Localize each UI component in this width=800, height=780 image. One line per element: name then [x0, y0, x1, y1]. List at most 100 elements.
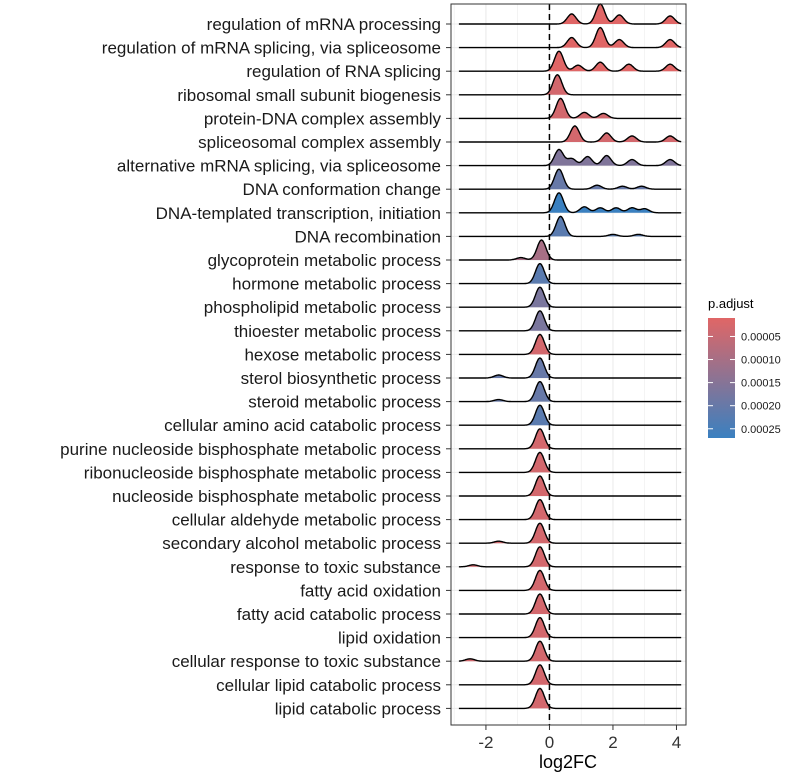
- category-label: hormone metabolic process: [232, 275, 441, 294]
- ridge-26: [458, 617, 682, 639]
- category-label: hexose metabolic process: [244, 345, 441, 364]
- ridge-7: [458, 168, 682, 190]
- category-label: alternative mRNA splicing, via spliceoso…: [117, 157, 441, 176]
- legend-colorbar: [708, 318, 735, 438]
- ridge-27: [458, 640, 682, 662]
- ridge-3: [458, 74, 682, 96]
- ridge-10: [458, 239, 682, 261]
- ridge-outline: [458, 381, 682, 403]
- category-label: purine nucleoside bisphosphate metabolic…: [60, 440, 441, 459]
- category-label: cellular amino acid catabolic process: [164, 416, 441, 435]
- category-label: glycoprotein metabolic process: [208, 251, 441, 270]
- ridge-21: [458, 499, 682, 521]
- category-label: cellular aldehyde metabolic process: [172, 511, 441, 530]
- ridge-outline: [458, 428, 682, 450]
- category-label: fatty acid catabolic process: [237, 605, 441, 624]
- category-label: ribosomal small subunit biogenesis: [177, 86, 441, 105]
- ridge-19: [458, 451, 682, 474]
- category-label: cellular lipid catabolic process: [216, 676, 441, 695]
- ridge-outline: [458, 168, 682, 190]
- ridge-22: [458, 522, 682, 544]
- ridge-29: [458, 687, 682, 710]
- category-label: lipid oxidation: [338, 629, 441, 648]
- category-label: spliceosomal complex assembly: [198, 133, 441, 152]
- ridge-23: [458, 546, 682, 568]
- category-label: cellular response to toxic substance: [172, 652, 441, 671]
- ridge-outline: [458, 569, 682, 592]
- legend-tick-label: 0.00005: [741, 331, 781, 343]
- category-labels: regulation of mRNA processing regulation …: [60, 15, 451, 718]
- category-label: sterol biosynthetic process: [241, 369, 441, 388]
- category-label: lipid catabolic process: [275, 699, 441, 718]
- ridge-4: [458, 97, 682, 120]
- category-label: secondary alcohol metabolic process: [162, 534, 441, 553]
- category-label: fatty acid oxidation: [300, 581, 441, 600]
- ridge-6: [458, 148, 682, 167]
- category-label: response to toxic substance: [230, 558, 441, 577]
- plot-panel: [451, 4, 686, 725]
- ridge-17: [458, 404, 682, 426]
- ridge-9: [458, 215, 682, 238]
- legend-tick-label: 0.00025: [741, 424, 781, 436]
- legend-tick-label: 0.00020: [741, 401, 781, 413]
- ridge-outline: [458, 192, 682, 214]
- category-label: steroid metabolic process: [248, 393, 441, 412]
- x-tick-label: 2: [608, 733, 617, 752]
- ridge-5: [458, 125, 682, 143]
- ridge-outline: [458, 640, 682, 662]
- category-label: phospholipid metabolic process: [204, 298, 441, 317]
- ridge-outline: [458, 617, 682, 639]
- ridges: [458, 3, 682, 710]
- category-label: DNA recombination: [295, 227, 441, 246]
- ridge-fill: [458, 149, 682, 166]
- x-tick-label: -2: [478, 733, 493, 752]
- ridge-2: [458, 50, 682, 72]
- ridge-outline: [458, 333, 682, 356]
- ridge-outline: [458, 97, 682, 120]
- ridge-outline: [458, 546, 682, 568]
- ridge-fill: [458, 4, 682, 24]
- legend-title: p.adjust: [708, 296, 754, 311]
- ridge-outline: [458, 664, 682, 686]
- ridge-outline: [458, 522, 682, 544]
- plot-border: [450, 3, 687, 726]
- ridge-outline: [458, 286, 682, 308]
- ridge-outline: [458, 74, 682, 96]
- ridge-15: [458, 357, 682, 379]
- x-axis-ticks: -2 0 2 4: [478, 725, 681, 752]
- category-label: regulation of RNA splicing: [246, 62, 441, 81]
- ridge-20: [458, 475, 682, 497]
- x-tick-label: 4: [672, 733, 681, 752]
- legend-tick-label: 0.00015: [741, 378, 781, 390]
- ridge-12: [458, 286, 682, 308]
- ridge-fill: [458, 27, 682, 48]
- ridge-outline: [458, 148, 682, 167]
- ridge-outline: [458, 475, 682, 497]
- color-legend: p.adjust 0.00005 0.00010 0.00015 0.00020 0.0…: [708, 296, 781, 438]
- ridge-24: [458, 569, 682, 592]
- ridge-outline: [458, 357, 682, 379]
- ridge-outline: [458, 125, 682, 143]
- ridge-outline: [458, 499, 682, 521]
- ridge-14: [458, 333, 682, 356]
- category-label: thioester metabolic process: [234, 322, 441, 341]
- ridge-8: [458, 192, 682, 214]
- category-label: DNA conformation change: [243, 180, 441, 199]
- ridge-outline: [458, 310, 682, 332]
- category-label: nucleoside bisphosphate metabolic proces…: [112, 487, 441, 506]
- ridge-outline: [458, 451, 682, 474]
- ridge-outline: [458, 263, 682, 285]
- ridge-11: [458, 263, 682, 285]
- ridge-outline: [458, 404, 682, 426]
- ridge-28: [458, 664, 682, 686]
- category-label: DNA-templated transcription, initiation: [156, 204, 441, 223]
- x-tick-label: 0: [545, 733, 554, 752]
- category-label: protein-DNA complex assembly: [204, 109, 442, 128]
- x-axis-title: log2FC: [539, 752, 597, 772]
- category-label: ribonucleoside bisphosphate metabolic pr…: [84, 463, 441, 482]
- ridge-outline: [458, 50, 682, 72]
- ridge-outline: [458, 3, 682, 25]
- ridge-13: [458, 310, 682, 332]
- category-label: regulation of mRNA splicing, via spliceo…: [102, 39, 441, 58]
